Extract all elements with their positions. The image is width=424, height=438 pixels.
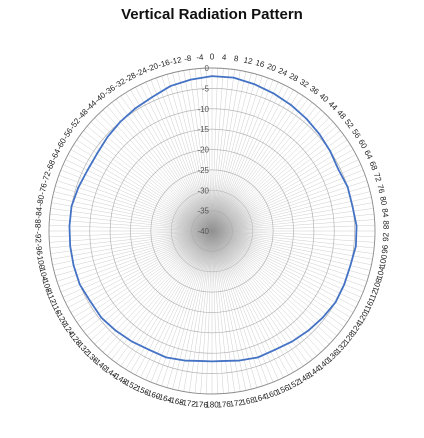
angle-tick-label: 72 (372, 172, 383, 184)
angle-tick-label: 32 (298, 77, 311, 90)
angle-tick-label: 4 (222, 53, 228, 62)
angle-tick-label: -72 (40, 170, 52, 184)
radial-tick-label: -20 (197, 146, 209, 155)
series-layer (68, 75, 358, 363)
radial-tick-labels: 0 -5 -10 -15 -20 -25 -30 -35 -40 (197, 64, 209, 236)
angle-tick-label: 12 (243, 55, 254, 66)
angle-tick-label: -8 (184, 54, 193, 64)
angle-tick-label: 20 (266, 62, 278, 74)
grid-ring (150, 169, 274, 293)
angle-tick-label: -4 (196, 53, 204, 63)
angle-tick-label: 56 (350, 127, 363, 140)
angle-tick-label: 92 (381, 232, 390, 242)
center-shading (150, 169, 274, 293)
angle-tick-label: -168 (167, 395, 185, 407)
angle-tick-label: -80 (35, 194, 46, 207)
angle-tick-label: -16 (157, 58, 171, 70)
angle-tick-label: 96 (380, 244, 390, 254)
angle-tick-label: -172 (179, 398, 197, 409)
radial-tick-label: -10 (197, 105, 209, 114)
angle-tick-label: -20 (146, 61, 160, 74)
angle-tick-label: -96 (34, 243, 44, 256)
angle-tick-label: 84 (380, 208, 390, 218)
angle-tick-label: -88 (33, 218, 42, 230)
angle-tick-label: -100 (35, 253, 47, 271)
radial-tick-label: -15 (197, 125, 209, 134)
angle-tick-label: 108 (371, 277, 384, 293)
radial-tick-label: -30 (197, 186, 209, 195)
radial-tick-label: -40 (197, 227, 209, 236)
radial-tick-label: -5 (202, 84, 210, 93)
angle-tick-label: 64 (362, 149, 374, 161)
chart-title: Vertical Radiation Pattern (121, 6, 303, 23)
angle-tick-label: 88 (381, 220, 390, 230)
series-line (68, 75, 358, 363)
angle-tick-label: -12 (169, 55, 183, 66)
angle-tick-label: -24 (134, 65, 149, 78)
angle-tick-label: 8 (233, 54, 239, 64)
radial-tick-label: 0 (205, 64, 210, 73)
angle-tick-label: 80 (378, 196, 389, 207)
angle-tick-label: -84 (34, 206, 44, 219)
grid-outer-ring (48, 67, 376, 395)
angle-tick-label: 16 (254, 58, 266, 69)
angle-tick-label: 176 (217, 400, 231, 410)
angle-tick-label: 60 (357, 138, 370, 151)
angle-tick-label: 168 (241, 395, 256, 407)
angle-tick-label: 24 (277, 66, 289, 78)
angle-tick-label: 164 (252, 392, 268, 404)
angle-tick-label: 100 (378, 253, 389, 268)
grid-ring (109, 128, 315, 334)
radial-tick-label: -25 (197, 166, 209, 175)
angle-tick-label: 48 (335, 108, 348, 121)
angle-tick-label: 104 (375, 265, 387, 281)
grid-ring (89, 108, 335, 354)
radial-tick-label: -35 (197, 207, 209, 216)
angle-tick-label: 36 (308, 84, 321, 97)
angle-tick-label: 180 (205, 401, 219, 410)
angle-tick-label: 0 (210, 53, 215, 62)
angle-tick-label: -164 (155, 392, 173, 405)
angle-tick-label: 52 (343, 118, 356, 131)
angle-tick-label: 76 (375, 184, 386, 195)
angle-tick-label: -104 (37, 264, 50, 282)
angle-tick-label: -176 (192, 400, 209, 410)
angle-tick-label: -92 (33, 231, 42, 243)
angle-tick-label: 68 (367, 160, 379, 172)
angle-tick-label: 172 (229, 398, 244, 409)
grid-ring (130, 149, 294, 313)
angle-tick-label: -76 (37, 182, 49, 196)
angle-tick-label: 160 (264, 388, 280, 401)
angle-tick-label: 28 (288, 71, 301, 83)
angle-tick-label: -68 (44, 158, 57, 173)
